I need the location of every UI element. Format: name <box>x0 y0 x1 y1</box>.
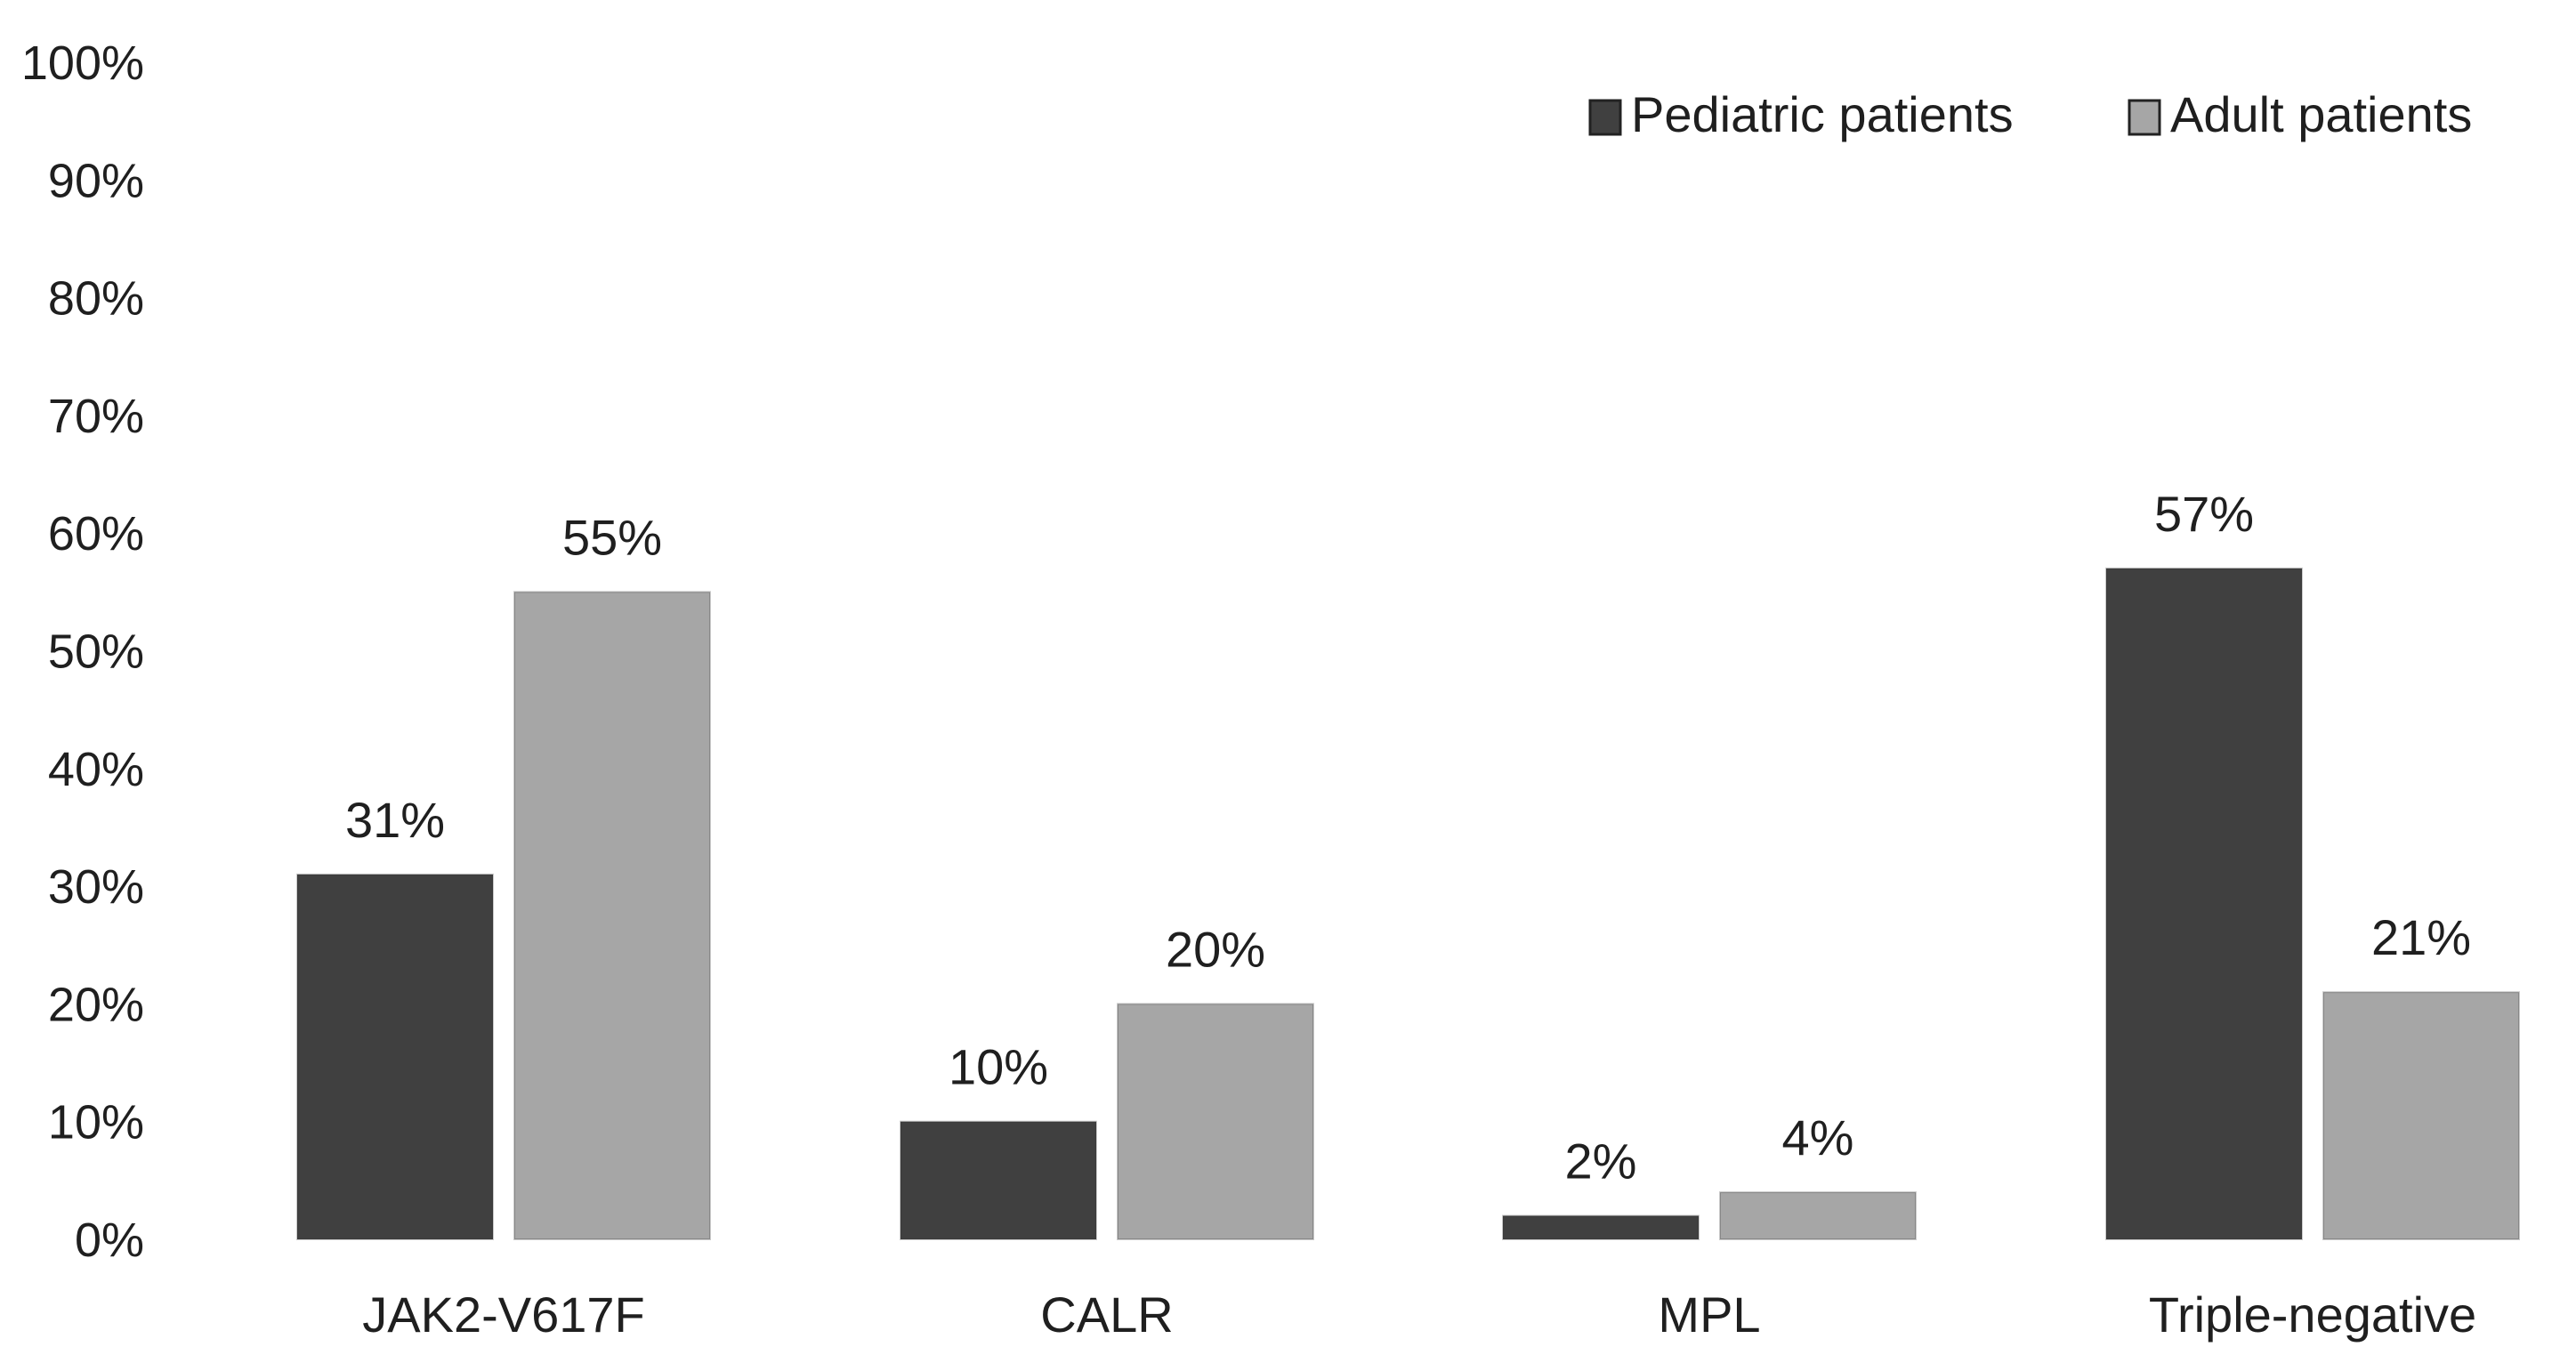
legend-label-adult: Adult patients <box>2170 86 2472 142</box>
y-tick-label: 90% <box>48 154 144 207</box>
bar-adult <box>2322 991 2520 1241</box>
legend-swatch-pediatric <box>1588 99 1622 136</box>
data-label: 2% <box>1565 1133 1637 1190</box>
bar-pediatric <box>1502 1214 1700 1241</box>
y-tick-label: 100% <box>21 36 144 90</box>
legend: Pediatric patients Adult patients <box>1588 86 2472 142</box>
bars <box>296 567 2520 1241</box>
x-tick-label: CALR <box>1040 1286 1173 1343</box>
data-label: 20% <box>1166 921 1265 977</box>
data-label: 57% <box>2154 486 2254 542</box>
data-labels: 31% 55% 10% 20% 2% 4% 57% 21% <box>345 486 2471 1190</box>
y-tick-label: 40% <box>48 743 144 796</box>
data-label: 10% <box>949 1039 1048 1095</box>
y-tick-label: 20% <box>48 978 144 1031</box>
y-tick-label: 60% <box>48 507 144 560</box>
y-tick-label: 50% <box>48 625 144 679</box>
bar-pediatric <box>900 1120 1097 1240</box>
data-label: 31% <box>345 792 445 848</box>
bar-pediatric <box>2105 567 2303 1240</box>
legend-swatch-adult <box>2128 99 2161 136</box>
y-axis: 0% 10% 20% 30% 40% 50% 60% 70% 80% 90% 100% <box>21 36 144 1267</box>
y-tick-label: 0% <box>75 1214 144 1267</box>
bar-adult <box>513 591 711 1240</box>
y-tick-label: 80% <box>48 272 144 326</box>
x-tick-label: MPL <box>1658 1286 1760 1343</box>
legend-label-pediatric: Pediatric patients <box>1631 86 2014 142</box>
y-tick-label: 30% <box>48 860 144 914</box>
y-tick-label: 10% <box>48 1096 144 1149</box>
data-label: 4% <box>1782 1109 1854 1165</box>
bar-adult <box>1719 1191 1917 1240</box>
bar-pediatric <box>296 873 494 1240</box>
x-tick-label: Triple-negative <box>2149 1286 2476 1343</box>
data-label: 21% <box>2371 909 2471 965</box>
data-label: 55% <box>562 509 662 565</box>
x-tick-label: JAK2-V617F <box>362 1286 645 1343</box>
x-axis: JAK2-V617F CALR MPL Triple-negative <box>362 1286 2476 1343</box>
bar-adult <box>1117 1003 1314 1241</box>
y-tick-label: 70% <box>48 390 144 443</box>
